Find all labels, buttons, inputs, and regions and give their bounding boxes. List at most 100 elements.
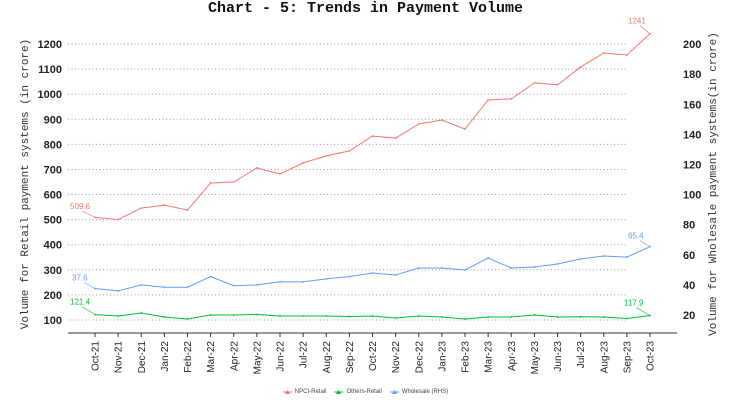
left-tick-label: 900	[44, 114, 62, 126]
right-tick-label: 120	[683, 160, 701, 172]
data-point	[440, 119, 443, 121]
x-tick-label: Aug-23	[599, 341, 610, 374]
data-point	[510, 98, 513, 100]
data-point	[510, 267, 513, 269]
x-tick-label: Nov-22	[391, 341, 402, 374]
label-leader	[81, 306, 96, 315]
x-tick-label: Oct-21	[91, 341, 102, 371]
data-point	[579, 66, 582, 68]
data-point	[302, 315, 305, 317]
x-tick-label: Oct-23	[646, 341, 657, 371]
x-tick-label: Sep-22	[345, 341, 356, 374]
right-tick-label: 160	[683, 99, 701, 111]
right-axis-ticks: 20 40 60 80 100 120 140 160 180 200	[683, 39, 701, 322]
legend-item-wholesale: Wholesale (RHS)	[389, 389, 448, 395]
data-point	[255, 284, 258, 286]
data-point	[556, 263, 559, 265]
x-tick-label: Jul-22	[299, 341, 310, 369]
data-point	[625, 317, 628, 320]
legend-label: NPCI-Retail	[294, 389, 327, 395]
wholesale-start-label: 37.6	[72, 274, 88, 283]
data-point	[209, 182, 212, 184]
data-point	[255, 167, 258, 169]
left-tick-label: 200	[44, 290, 62, 302]
data-point	[417, 315, 420, 317]
left-tick-label: 1000	[38, 89, 62, 101]
wholesale-line	[94, 246, 651, 292]
right-tick-label: 20	[683, 310, 695, 322]
data-point	[625, 54, 628, 56]
data-point	[533, 266, 536, 268]
legend-label: Others-Retail	[346, 389, 382, 395]
x-tick-label: Mar-22	[206, 341, 217, 373]
data-point	[417, 123, 420, 125]
data-point	[279, 315, 281, 317]
data-point	[371, 135, 374, 137]
legend: NPCI-Retail Others-Retail Wholesale (RHS…	[0, 389, 731, 395]
data-point	[440, 267, 443, 269]
data-point	[602, 316, 605, 318]
data-point	[186, 286, 189, 289]
x-tick-label: Jun-23	[553, 341, 564, 372]
data-labels: 509.6 1241 37.6 65.4 121.4 117.9	[70, 17, 651, 316]
data-point	[440, 316, 443, 318]
data-point	[533, 81, 536, 84]
data-point	[186, 318, 189, 320]
label-leader	[639, 240, 651, 247]
left-tick-label: 600	[44, 190, 62, 202]
data-point	[464, 269, 466, 271]
left-tick-label: 1200	[38, 39, 62, 51]
right-tick-label: 180	[683, 69, 701, 81]
legend-triangle-icon	[282, 389, 292, 395]
data-point	[302, 280, 305, 283]
label-leader	[639, 25, 651, 34]
left-axis-title: Volume for Retail payment systems (in cr…	[20, 39, 32, 329]
wholesale-end-label: 65.4	[628, 232, 644, 241]
x-tick-label: Feb-23	[461, 341, 472, 373]
data-point	[232, 181, 235, 183]
data-point	[510, 316, 513, 318]
label-leader	[83, 282, 96, 289]
chart-title: Chart - 5: Trends in Payment Volume	[207, 0, 524, 17]
legend-triangle-icon	[389, 389, 399, 395]
series-lines	[94, 32, 651, 320]
data-point	[602, 52, 605, 54]
data-point	[556, 83, 559, 86]
x-tick-label: Dec-22	[414, 341, 425, 374]
data-point	[209, 314, 212, 316]
right-tick-label: 100	[683, 190, 701, 202]
others-start-label: 121.4	[70, 298, 91, 307]
data-point	[325, 277, 328, 280]
label-leader	[635, 307, 651, 316]
x-tick-label: Mar-23	[484, 341, 495, 373]
data-point	[348, 149, 351, 152]
data-point	[394, 317, 397, 319]
others-end-label: 117.9	[624, 298, 644, 307]
x-tick-label: Sep-23	[622, 341, 633, 374]
data-point	[602, 255, 605, 257]
x-tick-label: Feb-22	[183, 341, 194, 373]
data-point	[163, 286, 166, 289]
left-tick-label: 700	[44, 164, 62, 176]
x-tick-label: Apr-23	[507, 341, 518, 371]
right-axis-title: Volume for Wholesale payment systems(in …	[708, 32, 720, 336]
left-tick-label: 1100	[38, 64, 62, 76]
x-tick-label: Jan-22	[160, 341, 171, 372]
data-point	[394, 274, 397, 276]
x-tick-label: Jan-23	[437, 341, 448, 372]
data-point	[140, 312, 143, 314]
legend-item-npci-retail: NPCI-Retail	[282, 389, 327, 395]
data-point	[140, 284, 143, 286]
data-point	[117, 290, 120, 292]
legend-item-others-retail: Others-Retail	[334, 389, 382, 395]
data-point	[325, 155, 328, 157]
data-point	[625, 256, 628, 258]
data-point	[533, 314, 536, 316]
x-tick-label: Apr-22	[229, 341, 240, 371]
label-leader	[81, 210, 96, 218]
data-point	[325, 315, 328, 317]
data-point	[140, 207, 143, 209]
left-tick-label: 800	[44, 139, 62, 151]
x-tick-label: Dec-21	[137, 341, 148, 374]
npci-end-label: 1241	[628, 17, 646, 26]
